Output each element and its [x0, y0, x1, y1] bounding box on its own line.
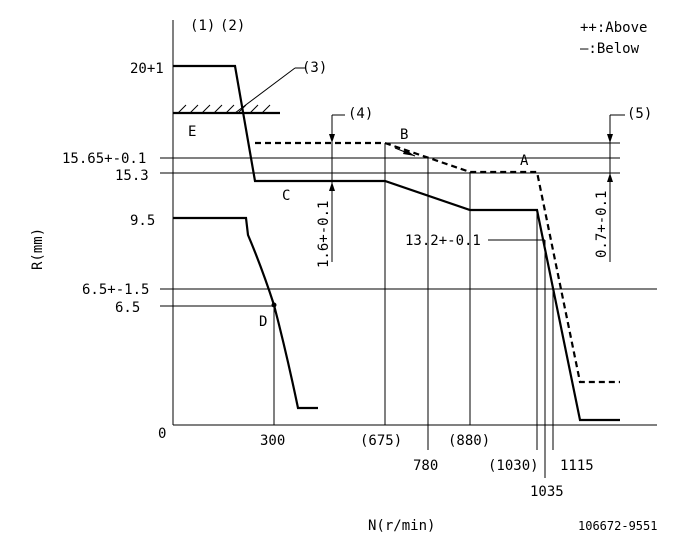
x-label: (880)	[448, 433, 490, 449]
x-label: (675)	[360, 433, 402, 449]
legend-entry: —:Below	[580, 41, 640, 57]
x-label: 780	[413, 458, 438, 474]
x-label: 1115	[560, 458, 594, 474]
point-label: C	[282, 188, 290, 204]
axis-title: N(r/min)	[368, 518, 435, 534]
y-label: 15.65+-0.1	[62, 151, 146, 167]
curve-start	[173, 216, 318, 410]
curve-below	[173, 64, 620, 422]
legend-entry: ++:Above	[580, 20, 647, 36]
point-label: A	[520, 153, 529, 169]
x-label: 1035	[530, 484, 564, 500]
reference-lines	[160, 67, 657, 478]
callout: (3)	[302, 60, 327, 76]
y-label: 15.3	[115, 168, 149, 184]
header-label: (2)	[220, 18, 245, 34]
drawing-number: 106672-9551	[578, 519, 657, 533]
y-label: 9.5	[130, 213, 155, 229]
x-label: (1030)	[488, 458, 539, 474]
axis-title: R(mm)	[30, 228, 46, 270]
point-label: E	[188, 124, 196, 140]
annotation: 13.2+-0.1	[405, 233, 481, 249]
y-label: 6.5+-1.5	[82, 282, 149, 298]
y-label: 6.5	[115, 300, 140, 316]
point-label: D	[259, 314, 267, 330]
callout: (4)	[348, 106, 373, 122]
annotation: 0.7+-0.1	[594, 191, 610, 258]
curve-above	[255, 141, 620, 384]
callout: (5)	[627, 106, 652, 122]
point-marker	[271, 302, 277, 308]
stop-hatch	[173, 104, 280, 115]
annotation: 1.6+-0.1	[316, 201, 332, 268]
y-label: 0	[158, 426, 166, 442]
header-label: (1)	[190, 18, 215, 34]
y-label: 20+1	[130, 61, 164, 77]
point-label: B	[400, 127, 408, 143]
x-label: 300	[260, 433, 285, 449]
